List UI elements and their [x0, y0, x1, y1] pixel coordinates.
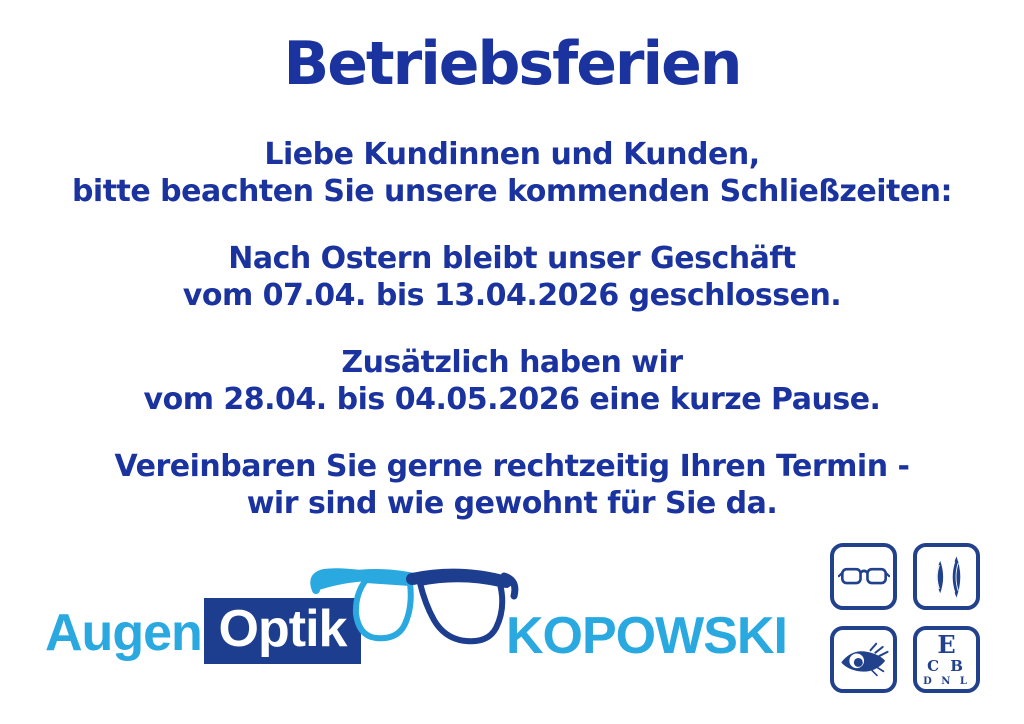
- glasses-icon: [830, 543, 897, 610]
- glasses-logo-icon: [310, 568, 519, 645]
- eye-chart-row: D N L: [923, 675, 970, 687]
- paragraph-line: vom 07.04. bis 13.04.2026 geschlossen.: [182, 278, 842, 313]
- notice-text-block: Betriebsferien Liebe Kundinnen und Kunde…: [0, 28, 1024, 552]
- paragraph-appointment-hint: Vereinbaren Sie gerne rechtzeitig Ihren …: [0, 448, 1024, 522]
- paragraph-line: wir sind wie gewohnt für Sie da.: [246, 486, 778, 521]
- eye-chart-icon: E C B D N L: [913, 626, 980, 693]
- service-icon-grid: E C B D N L: [830, 543, 980, 693]
- paragraph-greeting: Liebe Kundinnen und Kunden, bitte beacht…: [0, 136, 1024, 210]
- eye-icon: [830, 626, 897, 693]
- paragraph-easter-closure: Nach Ostern bleibt unser Geschäft vom 07…: [0, 240, 1024, 314]
- logo-optik-box: Optik: [204, 598, 361, 664]
- contact-lens-icon: [913, 543, 980, 610]
- eye-chart-row: C B: [927, 656, 966, 675]
- page-title: Betriebsferien: [283, 29, 743, 99]
- paragraph-line: Liebe Kundinnen und Kunden,: [264, 137, 760, 172]
- paragraph-line: Zusätzlich haben wir: [341, 345, 683, 380]
- paragraph-line: Nach Ostern bleibt unser Geschäft: [228, 241, 796, 276]
- paragraph-additional-closure: Zusätzlich haben wir vom 28.04. bis 04.0…: [0, 344, 1024, 418]
- eye-chart-row: E: [937, 629, 956, 659]
- logo-word-kopowski: KOPOWSKI: [506, 607, 788, 665]
- paragraph-line: bitte beachten Sie unsere kommenden Schl…: [71, 174, 953, 209]
- paragraph-line: vom 28.04. bis 04.05.2026 eine kurze Pau…: [143, 382, 881, 417]
- logo-word-optik: Optik: [218, 600, 348, 658]
- logo-word-augen: Augen: [45, 604, 203, 662]
- paragraph-line: Vereinbaren Sie gerne rechtzeitig Ihren …: [114, 449, 910, 484]
